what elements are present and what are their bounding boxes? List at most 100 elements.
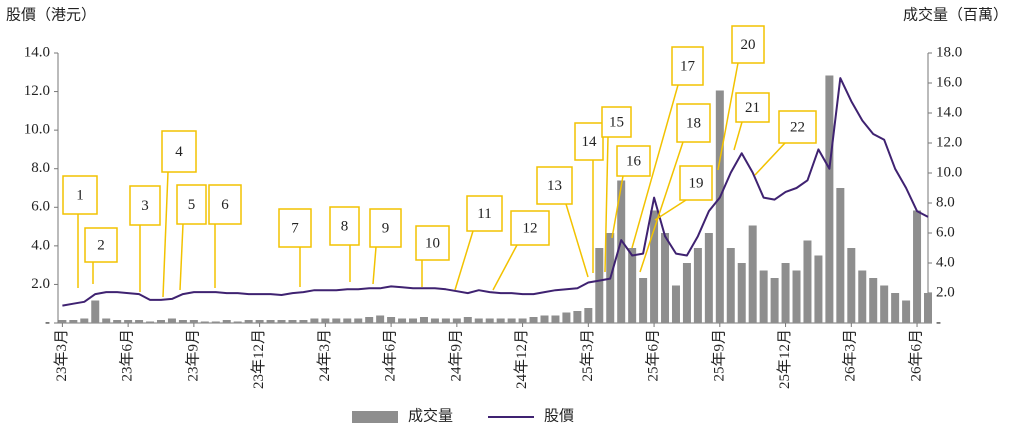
volume-bar bbox=[178, 320, 187, 323]
callout-pointer bbox=[454, 230, 474, 291]
volume-bar bbox=[913, 210, 922, 323]
volume-bar bbox=[189, 320, 198, 323]
callout-box bbox=[278, 208, 312, 248]
callout-label: 11 bbox=[477, 206, 491, 222]
volume-bar bbox=[430, 318, 439, 323]
callout: 1 bbox=[62, 175, 98, 288]
y2-tick-label: 10.0 bbox=[936, 164, 962, 180]
x-tick-label: 25年3月 bbox=[579, 329, 596, 382]
y-tick-label: 14.0 bbox=[24, 44, 50, 60]
callout-box bbox=[176, 184, 207, 225]
y2-tick-label: 16.0 bbox=[936, 74, 962, 90]
volume-bar bbox=[222, 320, 231, 323]
volume-bar bbox=[452, 318, 461, 323]
callout-box bbox=[601, 106, 632, 138]
volume-bar bbox=[858, 270, 867, 323]
volume-bar bbox=[573, 311, 582, 323]
x-tick-label: 25年6月 bbox=[645, 329, 662, 382]
callout-box bbox=[415, 225, 450, 261]
volume-bar bbox=[354, 318, 363, 323]
volume-bar bbox=[661, 233, 670, 323]
callout: 5 bbox=[176, 184, 207, 291]
volume-bar bbox=[693, 248, 702, 323]
x-tick-label: 25年12月 bbox=[776, 329, 793, 389]
volume-bar bbox=[803, 240, 812, 323]
volume-bar bbox=[211, 321, 220, 323]
volume-bar bbox=[584, 308, 593, 323]
volume-bar bbox=[595, 248, 604, 323]
callout: 7 bbox=[278, 208, 312, 287]
legend-swatch bbox=[352, 411, 398, 423]
callout: 22 bbox=[754, 110, 817, 176]
callout: 2 bbox=[84, 227, 118, 284]
callout: 15 bbox=[601, 106, 632, 273]
x-tick-label: 23年12月 bbox=[250, 329, 267, 389]
callout-box bbox=[129, 185, 161, 226]
callout-box bbox=[616, 145, 651, 177]
volume-bar bbox=[562, 312, 571, 323]
price-line bbox=[62, 77, 929, 307]
volume-bar bbox=[726, 248, 735, 323]
y-tick-label: 4.0 bbox=[31, 237, 50, 253]
callout-label: 19 bbox=[689, 175, 704, 191]
callout-box bbox=[731, 25, 765, 64]
volume-bar bbox=[781, 263, 790, 323]
volume-bar bbox=[518, 318, 527, 323]
volume-bar bbox=[91, 300, 100, 323]
y2-tick-label: 4.0 bbox=[936, 254, 955, 270]
volume-bar bbox=[409, 318, 418, 323]
volume-bar bbox=[266, 320, 275, 323]
volume-bar bbox=[113, 320, 122, 323]
callout-box bbox=[84, 227, 118, 263]
callout-box bbox=[62, 175, 98, 215]
volume-bar bbox=[69, 320, 78, 323]
callout-pointer bbox=[604, 136, 609, 273]
callout: 14 bbox=[574, 122, 604, 273]
volume-bar bbox=[650, 210, 659, 323]
callout-box bbox=[536, 166, 573, 205]
callout-label: 6 bbox=[221, 197, 229, 213]
volume-bar bbox=[376, 315, 385, 323]
callout: 19 bbox=[654, 165, 713, 221]
volume-bar bbox=[737, 263, 746, 323]
y-tick-label: 6.0 bbox=[31, 199, 50, 215]
callout-label: 4 bbox=[175, 144, 183, 160]
x-tick-label: 26年3月 bbox=[842, 329, 859, 382]
callout-label: 9 bbox=[382, 220, 390, 236]
volume-bar bbox=[167, 318, 176, 323]
callout-label: 3 bbox=[141, 198, 149, 214]
volume-bar bbox=[540, 315, 549, 323]
volume-bar bbox=[244, 320, 253, 323]
callout: 17 bbox=[631, 46, 704, 249]
volume-bar bbox=[924, 293, 932, 323]
y2-tick-label: 14.0 bbox=[936, 104, 962, 120]
volume-bar bbox=[310, 318, 319, 323]
callout-label: 1 bbox=[76, 187, 84, 203]
y-tick-label: 8.0 bbox=[31, 160, 50, 176]
callout-box bbox=[574, 122, 604, 161]
callout-box bbox=[510, 210, 550, 246]
volume-bar bbox=[847, 248, 856, 323]
y-tick-label: 10.0 bbox=[24, 122, 50, 138]
callout-label: 22 bbox=[790, 119, 805, 135]
callout-pointer bbox=[639, 141, 684, 273]
volume-bar bbox=[288, 320, 297, 323]
volume-bar bbox=[792, 270, 801, 323]
callout-label: 8 bbox=[341, 218, 349, 234]
x-tick-label: 23年9月 bbox=[184, 329, 201, 382]
volume-bar bbox=[880, 285, 889, 323]
callout-label: 17 bbox=[680, 58, 696, 74]
y-tick-label: 12.0 bbox=[24, 83, 50, 99]
volume-bar bbox=[146, 321, 155, 323]
volume-bar bbox=[441, 318, 450, 323]
callout-label: 15 bbox=[609, 114, 624, 130]
volume-bar bbox=[124, 320, 133, 323]
callout: 10 bbox=[415, 225, 450, 287]
volume-bar bbox=[463, 317, 472, 323]
volume-bar bbox=[628, 248, 637, 323]
x-tick-label: 24年12月 bbox=[513, 329, 530, 389]
volume-bar bbox=[814, 255, 823, 323]
volume-bar bbox=[343, 318, 352, 323]
volume-bar bbox=[891, 293, 900, 323]
